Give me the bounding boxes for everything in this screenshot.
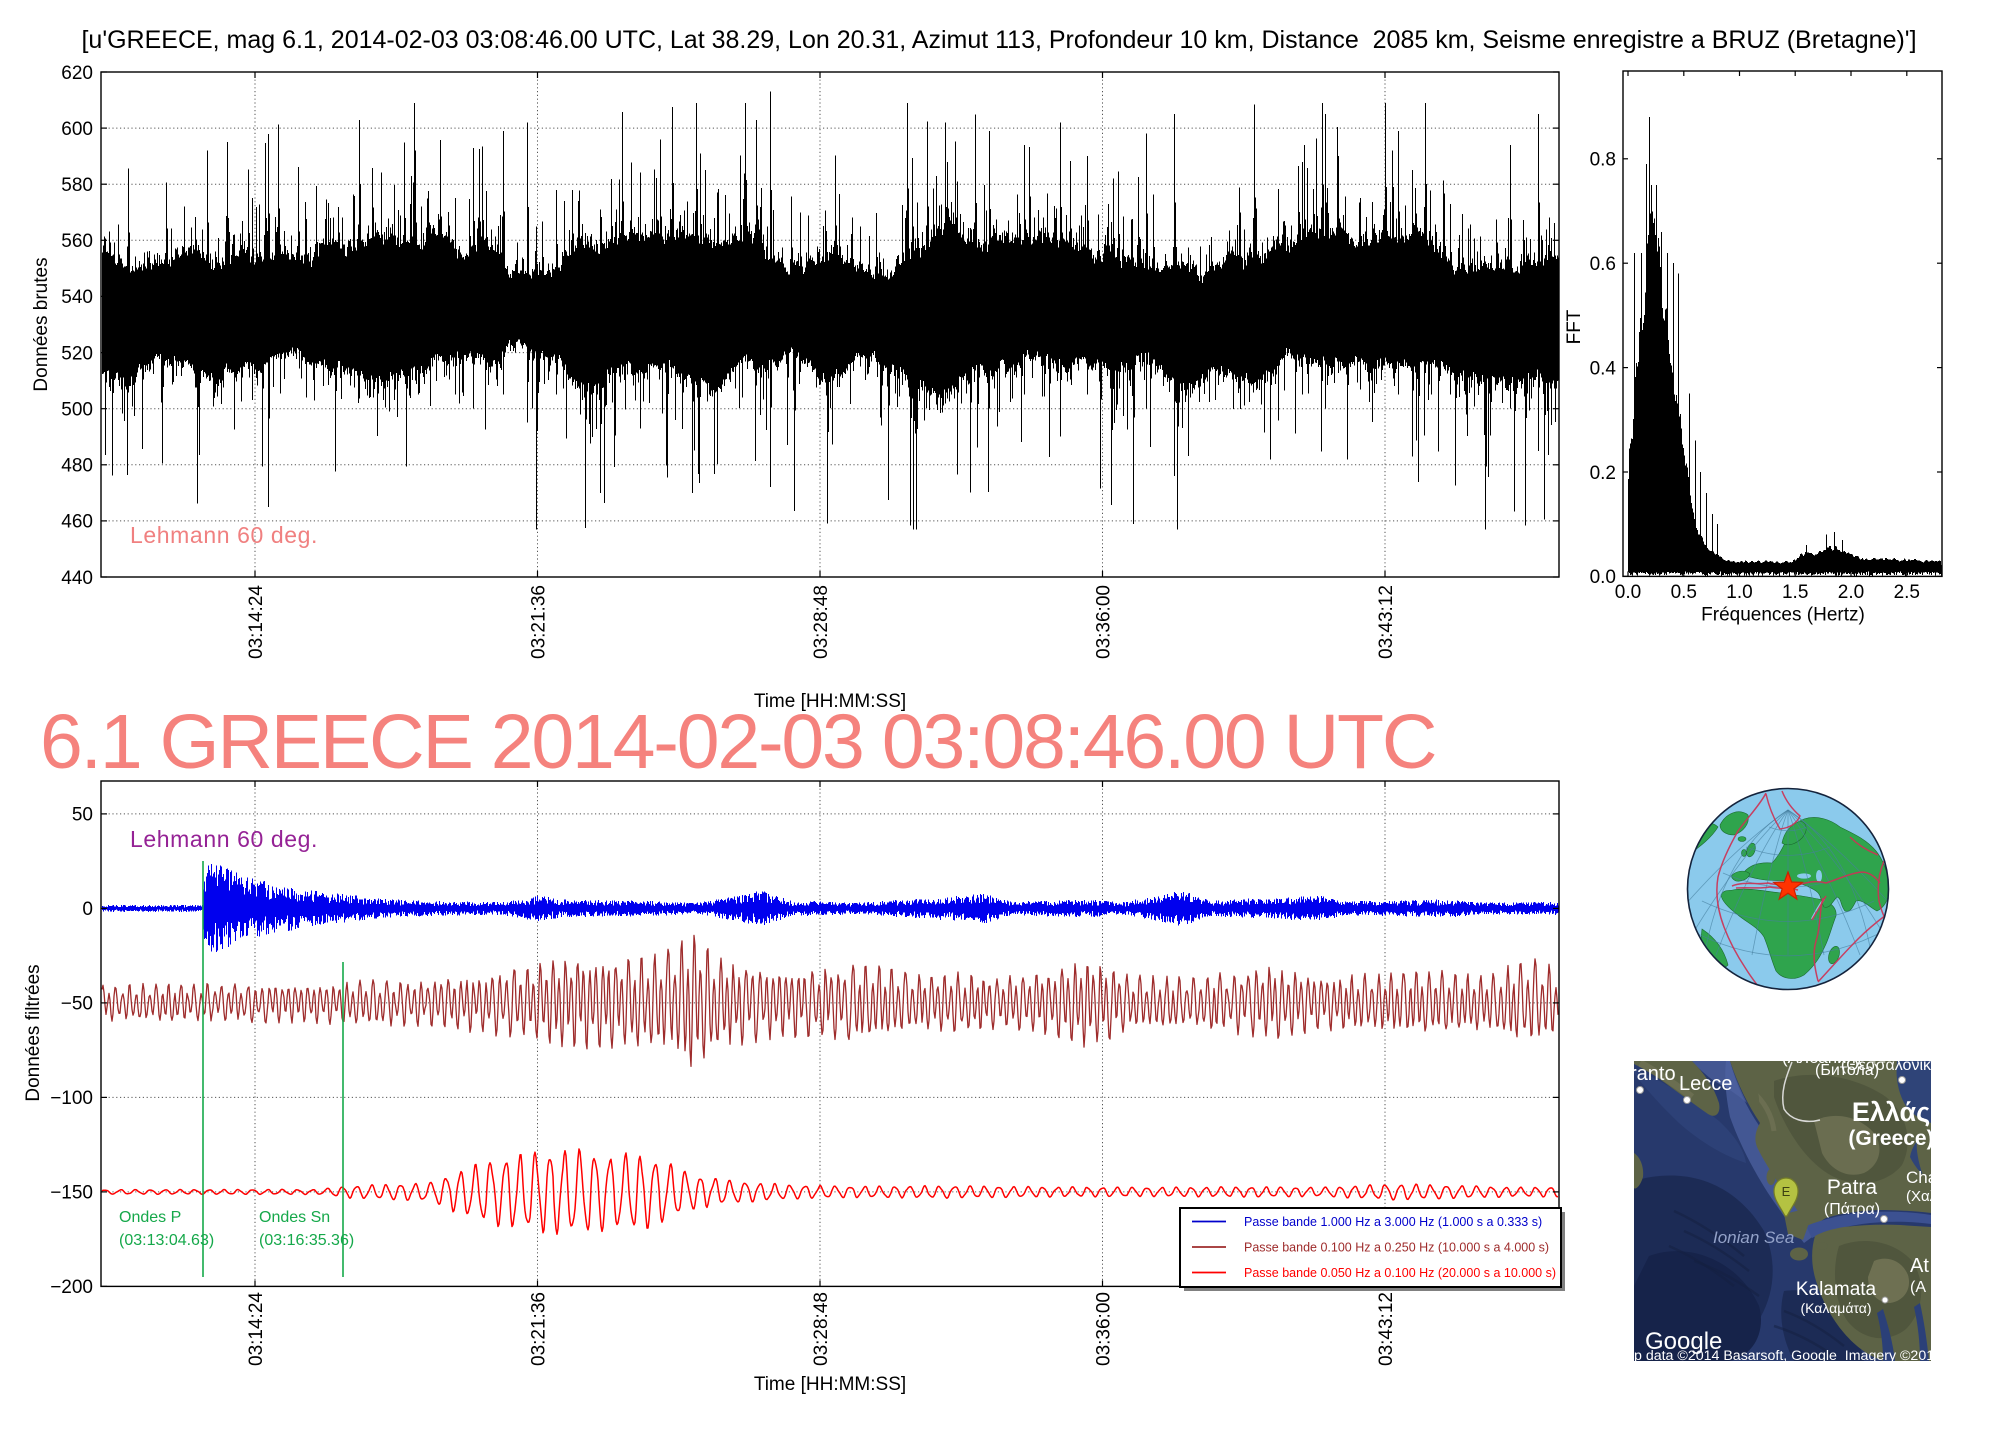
svg-text:2.5: 2.5	[1894, 582, 1920, 603]
svg-text:440: 440	[61, 568, 93, 589]
svg-text:−150: −150	[50, 1183, 93, 1204]
svg-text:(Θεσσαλονίκ: (Θεσσαλονίκ	[1841, 1057, 1932, 1074]
svg-text:6.1 GREECE 2014-02-03 03:08:46: 6.1 GREECE 2014-02-03 03:08:46.00 UTC	[40, 699, 1435, 785]
svg-text:03:21:36: 03:21:36	[528, 1292, 549, 1366]
svg-text:Patra: Patra	[1827, 1176, 1878, 1199]
svg-text:At: At	[1910, 1255, 1929, 1277]
svg-text:(Καλαμάτα): (Καλαμάτα)	[1800, 1300, 1871, 1316]
svg-text:520: 520	[61, 343, 93, 364]
svg-text:Fréquences (Hertz): Fréquences (Hertz)	[1701, 605, 1865, 626]
svg-text:Lecce: Lecce	[1679, 1073, 1732, 1095]
svg-text:1.5: 1.5	[1782, 582, 1808, 603]
svg-text:(Greece): (Greece)	[1848, 1127, 1933, 1150]
svg-text:600: 600	[61, 119, 93, 140]
svg-text:ranto: ranto	[1630, 1063, 1676, 1085]
svg-text:Données brutes: Données brutes	[31, 257, 52, 391]
svg-text:0: 0	[82, 899, 93, 920]
svg-text:Passe bande 1.000 Hz a 3.000 H: Passe bande 1.000 Hz a 3.000 Hz (1.000 s…	[1244, 1215, 1542, 1229]
svg-text:(Χαλ: (Χαλ	[1906, 1188, 1938, 1205]
svg-text:p data ©2014 Basarsoft, Google: p data ©2014 Basarsoft, Google Imagery ©…	[1634, 1348, 2000, 1364]
svg-text:460: 460	[61, 512, 93, 533]
svg-text:540: 540	[61, 287, 93, 308]
svg-text:−200: −200	[50, 1277, 93, 1298]
svg-text:620: 620	[61, 63, 93, 84]
svg-text:(03:13:04.63): (03:13:04.63)	[119, 1232, 214, 1249]
svg-text:0.5: 0.5	[1671, 582, 1697, 603]
svg-text:03:43:12: 03:43:12	[1376, 1292, 1397, 1366]
svg-text:Time [HH:MM:SS]: Time [HH:MM:SS]	[754, 691, 906, 712]
svg-text:50: 50	[72, 805, 93, 826]
svg-text:580: 580	[61, 175, 93, 196]
svg-text:(Битола): (Битола)	[1815, 1062, 1879, 1079]
svg-text:1.0: 1.0	[1726, 582, 1752, 603]
svg-text:03:36:00: 03:36:00	[1093, 585, 1114, 659]
svg-text:03:21:36: 03:21:36	[528, 585, 549, 659]
svg-text:03:14:24: 03:14:24	[246, 585, 267, 659]
svg-text:2.0: 2.0	[1838, 582, 1864, 603]
svg-text:Time [HH:MM:SS]: Time [HH:MM:SS]	[754, 1374, 906, 1395]
svg-text:Lehmann 60 deg.: Lehmann 60 deg.	[130, 826, 318, 852]
svg-text:(Πάτρα): (Πάτρα)	[1824, 1201, 1880, 1218]
svg-text:Cha: Cha	[1906, 1168, 1938, 1187]
svg-text:03:14:24: 03:14:24	[246, 1292, 267, 1366]
svg-text:500: 500	[61, 400, 93, 421]
svg-text:0.2: 0.2	[1590, 463, 1616, 484]
svg-text:Ionian Sea: Ionian Sea	[1713, 1228, 1794, 1247]
svg-text:480: 480	[61, 456, 93, 477]
svg-text:0.0: 0.0	[1590, 567, 1616, 588]
svg-text:Données filtrées: Données filtrées	[23, 964, 44, 1101]
svg-text:0.0: 0.0	[1615, 582, 1641, 603]
svg-text:[u'GREECE, mag 6.1, 2014-02-03: [u'GREECE, mag 6.1, 2014-02-03 03:08:46.…	[81, 26, 1916, 54]
svg-text:Ondes P: Ondes P	[119, 1209, 181, 1226]
svg-text:03:36:00: 03:36:00	[1093, 1292, 1114, 1366]
svg-text:E: E	[1782, 1184, 1791, 1199]
svg-text:Ondes Sn: Ondes Sn	[259, 1209, 330, 1226]
svg-text:Lehmann 60 deg.: Lehmann 60 deg.	[130, 522, 318, 548]
svg-text:FFT: FFT	[1564, 309, 1585, 344]
svg-text:03:43:12: 03:43:12	[1376, 585, 1397, 659]
svg-text:03:28:48: 03:28:48	[811, 585, 832, 659]
svg-text:Ελλάς: Ελλάς	[1852, 1097, 1930, 1127]
svg-text:0.6: 0.6	[1590, 254, 1616, 275]
svg-text:−100: −100	[50, 1088, 93, 1109]
svg-text:Google: Google	[1645, 1328, 1722, 1355]
svg-text:(03:16:35.36): (03:16:35.36)	[259, 1232, 354, 1249]
svg-text:0.4: 0.4	[1590, 358, 1617, 379]
svg-text:0.8: 0.8	[1590, 150, 1616, 171]
svg-text:(A: (A	[1910, 1279, 1926, 1296]
svg-text:Passe bande 0.100 Hz a 0.250 H: Passe bande 0.100 Hz a 0.250 Hz (10.000 …	[1244, 1241, 1549, 1255]
svg-text:−50: −50	[61, 994, 93, 1015]
svg-text:Passe bande 0.050 Hz a 0.100 H: Passe bande 0.050 Hz a 0.100 Hz (20.000 …	[1244, 1266, 1556, 1280]
svg-text:Kalamata: Kalamata	[1796, 1279, 1877, 1300]
svg-text:03:28:48: 03:28:48	[811, 1292, 832, 1366]
svg-text:560: 560	[61, 231, 93, 252]
svg-text:(Албания): (Албания)	[1782, 1048, 1861, 1067]
